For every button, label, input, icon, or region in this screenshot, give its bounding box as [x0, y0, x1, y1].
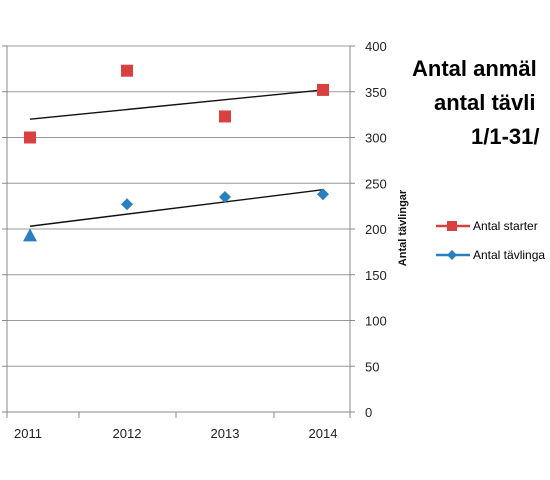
chart-title-line: antal tävli [434, 90, 535, 115]
chart-title-line: 1/1-31/ [471, 124, 540, 149]
data-point-square [219, 110, 231, 123]
y-tick-label: 50 [365, 359, 379, 374]
x-tick-label: 2013 [211, 426, 240, 441]
chart-title-line: Antal anmäl [412, 56, 537, 81]
legend-marker-square [447, 221, 457, 231]
y-tick-label: 400 [365, 39, 387, 54]
trendline [29, 89, 324, 120]
gridlines [2, 45, 355, 413]
data-point-diamond [219, 190, 231, 203]
legend-label: Antal starter [473, 219, 538, 233]
data-point-square [317, 83, 329, 96]
data-markers [23, 64, 329, 242]
y-tick-label: 100 [365, 314, 387, 329]
y-axis-label: Antal tävlingar [397, 189, 409, 266]
y-tick-label: 0 [365, 405, 372, 420]
data-point-diamond [121, 198, 133, 211]
data-point-square [121, 64, 133, 77]
trendlines [29, 89, 324, 227]
data-point-triangle [23, 228, 37, 242]
data-point-diamond [317, 188, 329, 201]
chart-title: Antal anmäl antal tävli 1/1-31/ [412, 56, 540, 149]
y-axis-ticks: 0 50 100 150 200 250 300 350 400 [365, 39, 387, 420]
data-point-square [24, 131, 36, 144]
y-tick-label: 350 [365, 85, 387, 100]
legend-marker-diamond [447, 250, 457, 260]
x-tick-label: 2011 [14, 426, 42, 441]
x-axis-ticks: 2011 2012 2013 2014 [6, 412, 351, 441]
y-tick-label: 250 [365, 176, 387, 191]
y-tick-label: 300 [365, 131, 387, 146]
x-tick-label: 2014 [309, 426, 338, 441]
legend-label: Antal tävlinga [473, 248, 545, 262]
legend: Antal starter Antal tävlinga [436, 219, 545, 262]
trendline [29, 188, 324, 227]
y-tick-label: 150 [365, 268, 387, 283]
x-tick-label: 2012 [113, 426, 142, 441]
y-tick-label: 200 [365, 222, 387, 237]
